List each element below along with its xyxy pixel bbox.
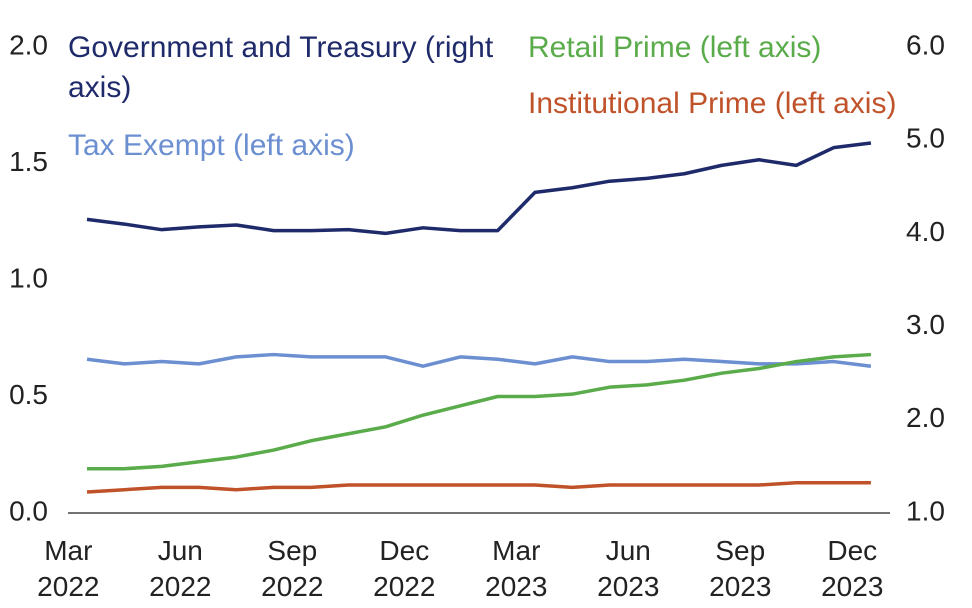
series-line bbox=[86, 352, 872, 368]
y2-tick-label: 1.0 bbox=[906, 495, 945, 526]
x-tick-label: Jun 2023 bbox=[597, 535, 659, 602]
series-line bbox=[87, 352, 872, 471]
x-tick-label: Sep 2022 bbox=[261, 535, 323, 602]
y2-tick-label: 3.0 bbox=[906, 309, 945, 340]
x-tick-label: Dec 2023 bbox=[821, 535, 883, 602]
legend-entry: Institutional Prime (left axis) bbox=[528, 87, 897, 120]
legend-entry: Retail Prime (left axis) bbox=[528, 31, 822, 64]
x-tick-label: Mar 2022 bbox=[37, 535, 99, 602]
y-tick-label: 2.0 bbox=[9, 29, 48, 60]
x-tick-label: Sep 2023 bbox=[709, 535, 771, 602]
y2-tick-label: 6.0 bbox=[906, 29, 945, 60]
y-tick-label: 1.5 bbox=[9, 146, 48, 177]
series-line bbox=[86, 141, 872, 236]
y2-tick-label: 4.0 bbox=[906, 216, 945, 247]
legend-entry: Tax Exempt (left axis) bbox=[68, 129, 355, 162]
x-tick-label: Mar 2023 bbox=[485, 535, 547, 602]
legend-entry: Government and Treasury (right axis) bbox=[68, 31, 494, 104]
y-tick-label: 1.0 bbox=[9, 262, 48, 293]
y2-tick-label: 5.0 bbox=[906, 123, 945, 154]
y-tick-label: 0.5 bbox=[9, 379, 48, 410]
x-tick-label: Dec 2022 bbox=[373, 535, 435, 602]
series-line bbox=[86, 480, 871, 494]
y2-tick-label: 2.0 bbox=[906, 402, 945, 433]
x-tick-label: Jun 2022 bbox=[149, 535, 211, 602]
y-tick-label: 0.0 bbox=[9, 495, 48, 526]
